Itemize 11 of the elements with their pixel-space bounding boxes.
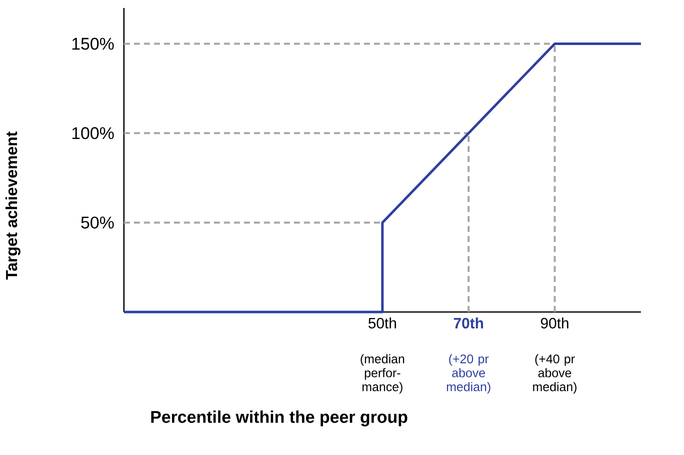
x-tick-label: 70th: [454, 318, 484, 328]
x-tick-label: 50th: [368, 318, 396, 328]
y-tick-label: 50%: [81, 216, 114, 229]
text: (median perfor- mance): [360, 354, 404, 394]
text: (+20 pr above median): [446, 354, 490, 394]
text: (+40 pr above median): [533, 354, 576, 394]
y-axis-title: Target achievement: [5, 132, 20, 280]
y-tick-label: 150%: [72, 38, 114, 50]
x-axis-title: Percentile within the peer group: [151, 410, 408, 426]
y-tick-label: 100%: [72, 127, 114, 140]
x-tick-label: 90th: [540, 318, 568, 328]
